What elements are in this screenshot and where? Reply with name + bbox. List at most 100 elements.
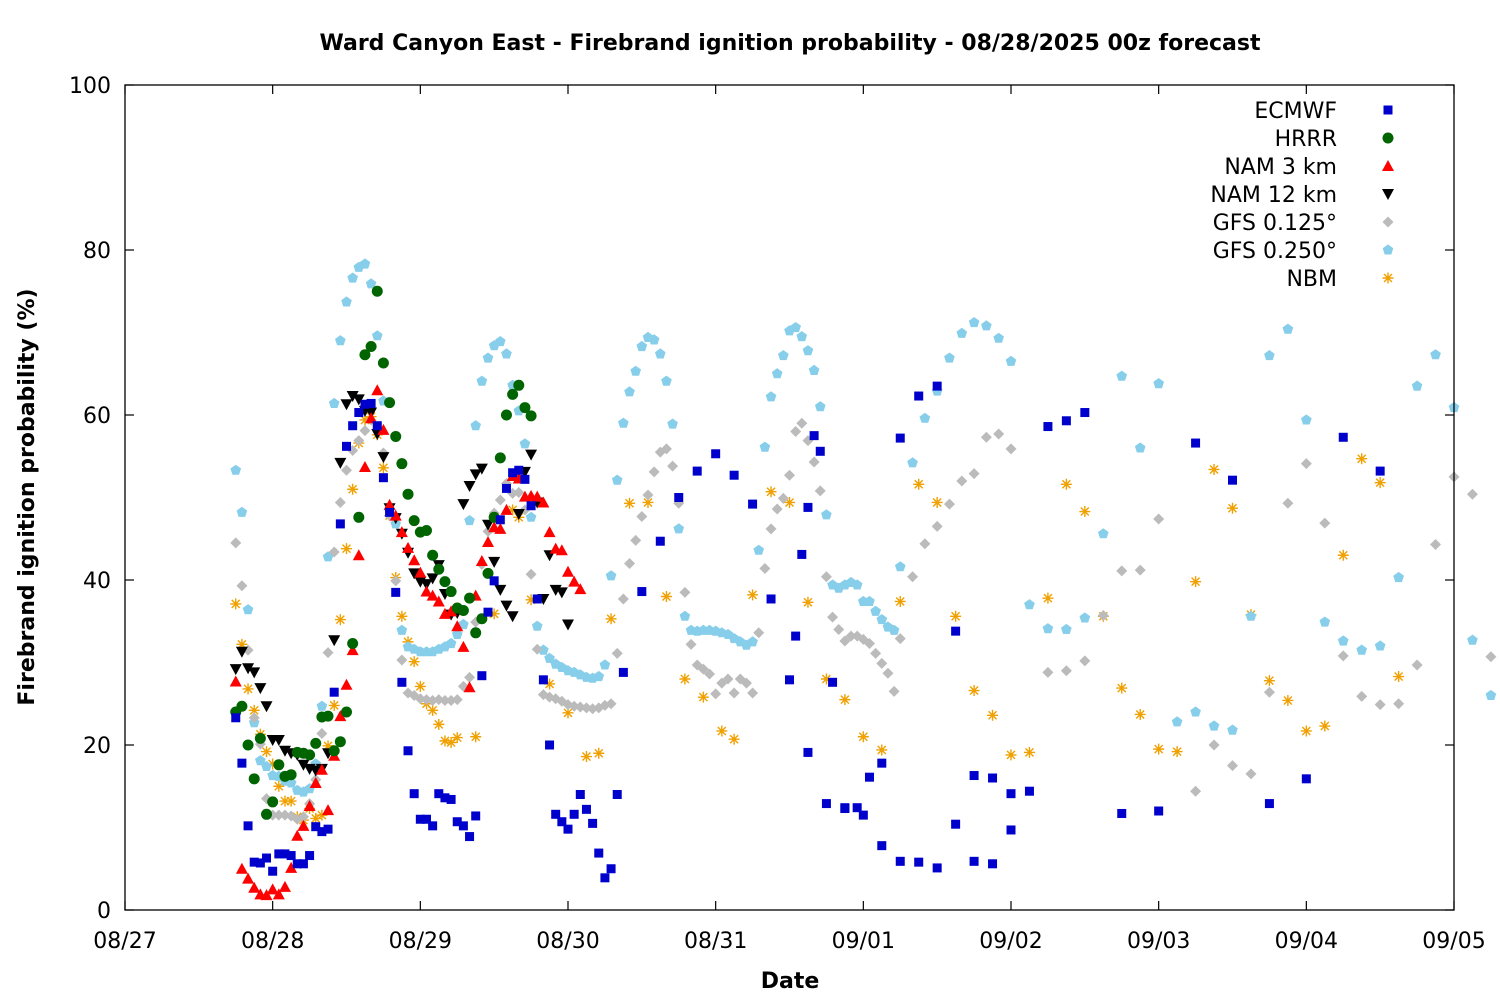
data-point (310, 737, 322, 749)
data-point (408, 656, 420, 668)
data-point (360, 399, 370, 409)
data-point (427, 704, 439, 716)
data-point (661, 375, 672, 386)
data-point (931, 520, 943, 532)
y-tick-label: 80 (83, 239, 111, 264)
data-point (771, 368, 783, 379)
data-point (451, 694, 463, 706)
data-point (334, 710, 347, 722)
data-point (348, 421, 358, 431)
data-point (403, 746, 413, 756)
data-point (353, 511, 365, 523)
data-point (268, 866, 278, 876)
data-point (390, 575, 402, 587)
data-point (1006, 789, 1016, 799)
data-point (1393, 698, 1405, 710)
data-point (988, 859, 998, 869)
data-point (569, 809, 579, 819)
data-point (888, 624, 900, 635)
data-point (1134, 564, 1146, 576)
data-point (894, 595, 906, 607)
data-point (471, 811, 481, 821)
data-point (1006, 825, 1016, 835)
data-point (630, 365, 641, 376)
data-point (255, 858, 265, 868)
data-point (365, 341, 377, 353)
data-point (1485, 689, 1497, 700)
legend-marker (1382, 189, 1394, 200)
data-point (267, 796, 279, 808)
data-point (932, 381, 942, 391)
data-point (366, 398, 376, 408)
x-tick-label: 09/05 (1422, 929, 1485, 954)
data-point (562, 707, 574, 719)
legend-label: NBM (1286, 267, 1337, 292)
data-point (285, 769, 297, 781)
data-point (482, 567, 494, 579)
data-point (514, 465, 524, 475)
data-point (993, 332, 1004, 343)
data-point (525, 449, 538, 461)
data-point (261, 746, 273, 758)
data-point (358, 460, 371, 472)
data-point (439, 576, 451, 588)
data-point (494, 452, 506, 464)
data-point (679, 673, 691, 685)
legend-label: NAM 3 km (1224, 155, 1337, 180)
data-point (1485, 651, 1497, 663)
data-point (851, 579, 863, 590)
data-point (488, 608, 500, 620)
data-point (506, 611, 519, 623)
data-point (236, 638, 248, 650)
data-point (888, 685, 900, 697)
data-point (1060, 478, 1072, 490)
data-point (242, 872, 255, 884)
data-point (501, 483, 511, 493)
data-point (347, 483, 359, 495)
data-point (272, 888, 285, 900)
data-point (248, 773, 260, 785)
data-point (711, 449, 721, 459)
data-point (433, 563, 445, 575)
data-point (475, 555, 488, 567)
data-point (446, 794, 456, 804)
data-point (341, 464, 352, 476)
data-point (420, 525, 432, 536)
data-point (457, 640, 470, 652)
data-point (1023, 746, 1035, 758)
data-point (482, 352, 494, 363)
data-point (660, 443, 672, 455)
data-point (839, 635, 851, 647)
data-point (463, 681, 476, 693)
x-tick-label: 08/31 (684, 929, 747, 954)
legend-marker (1382, 244, 1394, 255)
data-point (1208, 463, 1220, 475)
data-point (809, 431, 819, 441)
data-point (525, 594, 537, 606)
data-point (377, 462, 389, 474)
series-ecmwf (231, 381, 1385, 883)
data-point (328, 745, 340, 757)
data-point (1375, 466, 1385, 476)
data-point (1228, 475, 1237, 485)
data-point (525, 511, 537, 522)
data-point (791, 631, 801, 641)
data-point (545, 740, 555, 750)
data-point (1466, 488, 1478, 500)
data-point (525, 568, 537, 580)
data-point (857, 731, 869, 743)
data-point (1227, 502, 1238, 514)
data-point (434, 789, 444, 799)
data-point (260, 701, 273, 713)
data-point (1356, 690, 1368, 702)
data-point (667, 418, 678, 429)
data-point (359, 425, 371, 437)
data-point (408, 554, 421, 566)
data-point (753, 544, 765, 555)
x-tick-label: 08/28 (241, 929, 304, 954)
data-point (353, 435, 365, 447)
data-point (544, 678, 556, 690)
data-point (420, 585, 433, 597)
data-point (408, 568, 421, 580)
data-point (876, 657, 888, 669)
